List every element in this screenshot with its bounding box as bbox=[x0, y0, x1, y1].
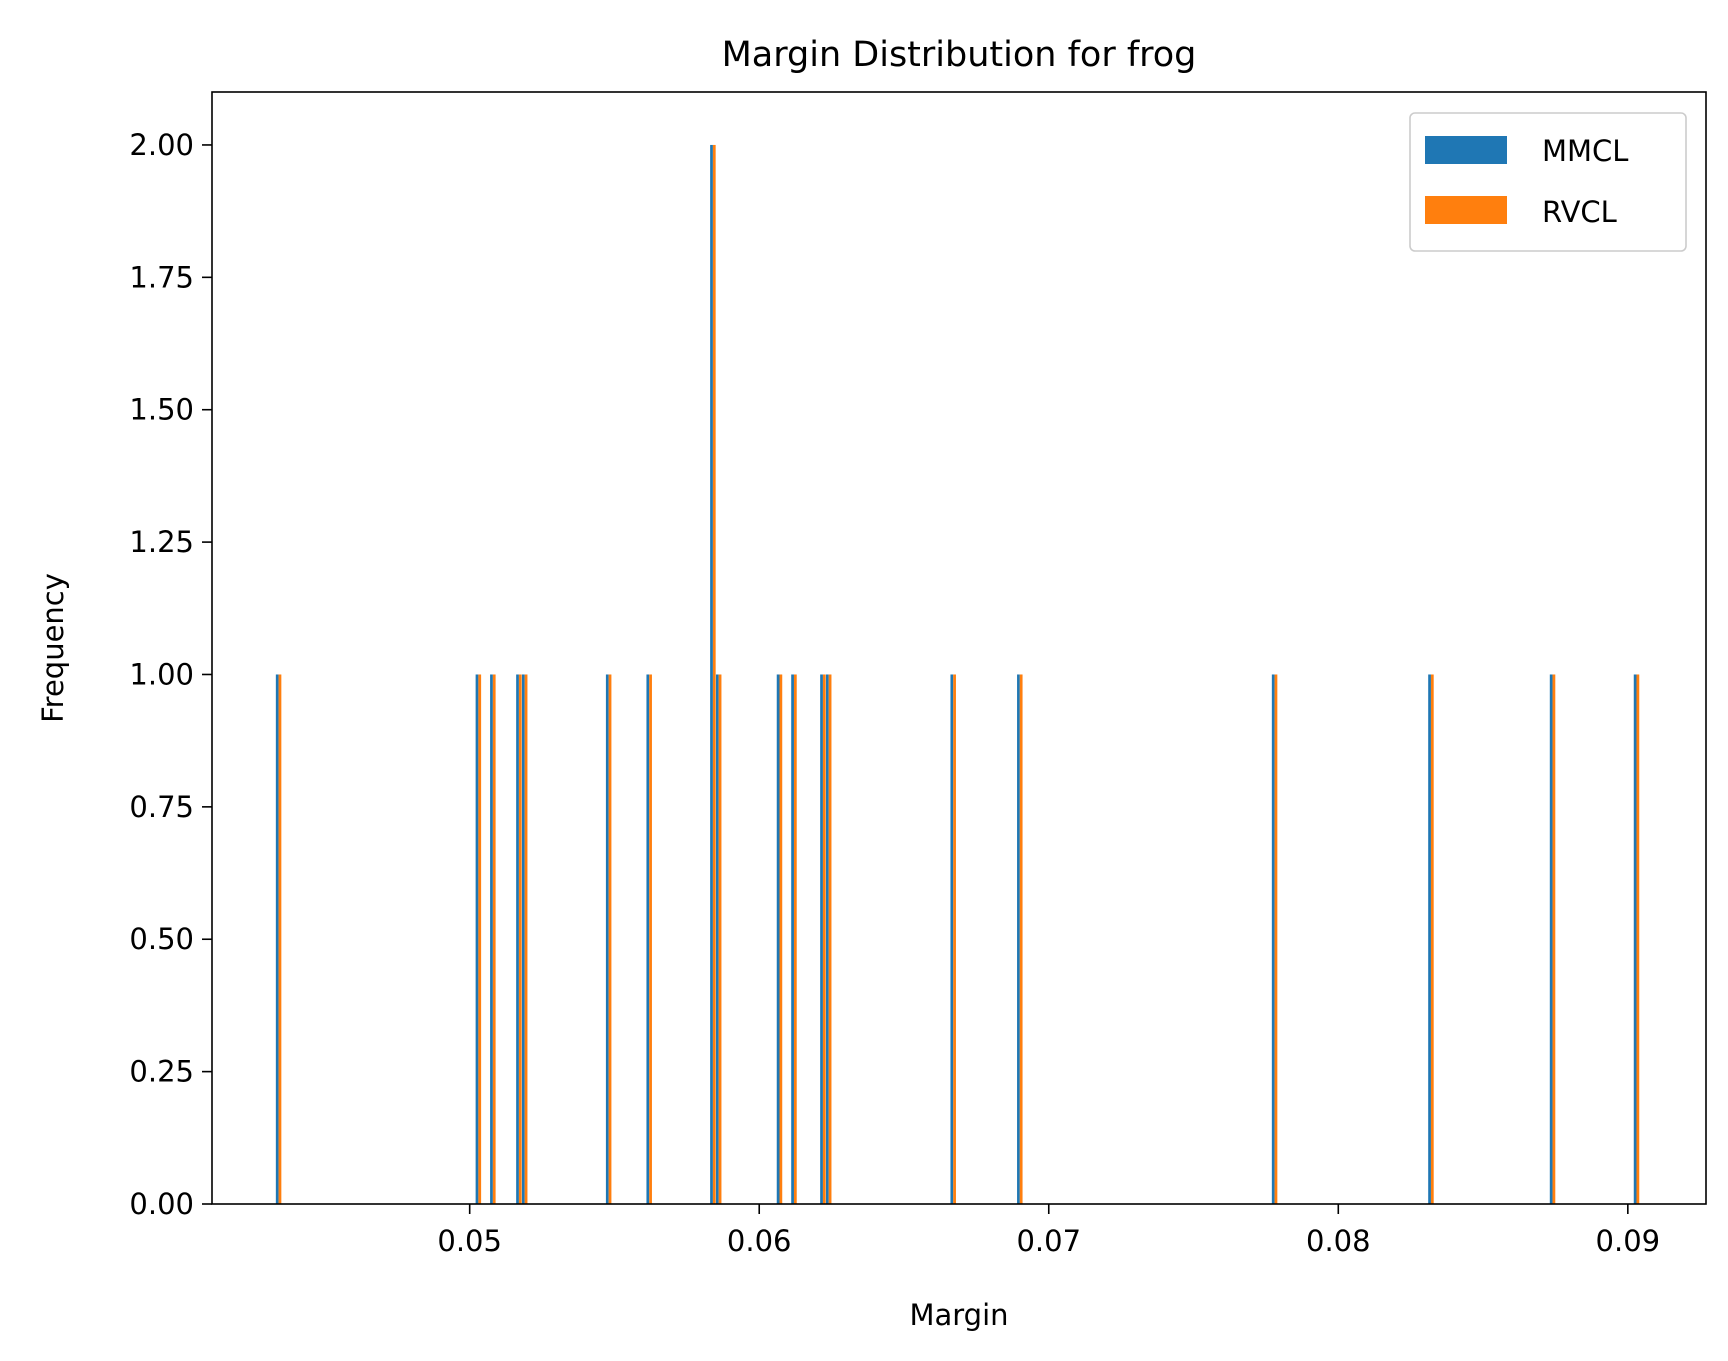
bar-mmcl-3 bbox=[516, 674, 519, 1204]
bar-mmcl-6 bbox=[646, 674, 650, 1204]
y-tick-label: 0.25 bbox=[129, 1055, 194, 1089]
bar-rvcl-12 bbox=[828, 674, 832, 1204]
bar-rvcl-8 bbox=[718, 674, 722, 1204]
legend-swatch-mmcl bbox=[1425, 136, 1507, 164]
bar-rvcl-11 bbox=[822, 674, 826, 1204]
y-tick-label: 0.00 bbox=[129, 1187, 194, 1221]
bar-mmcl-8 bbox=[715, 674, 719, 1204]
bar-mmcl-13 bbox=[950, 674, 954, 1204]
plot-area bbox=[212, 92, 1706, 1204]
y-tick-label: 0.75 bbox=[129, 790, 194, 824]
bar-mmcl-18 bbox=[1633, 674, 1637, 1204]
y-tick-label: 2.00 bbox=[129, 128, 194, 162]
bar-mmcl-9 bbox=[776, 674, 780, 1204]
bar-rvcl-9 bbox=[779, 674, 783, 1204]
bar-rvcl-0 bbox=[278, 674, 282, 1204]
bar-mmcl-17 bbox=[1549, 674, 1553, 1204]
bar-rvcl-15 bbox=[1274, 674, 1278, 1204]
bar-rvcl-1 bbox=[478, 674, 482, 1204]
bar-rvcl-14 bbox=[1019, 674, 1023, 1204]
bar-rvcl-13 bbox=[953, 674, 956, 1204]
legend-label-rvcl: RVCL bbox=[1542, 195, 1617, 229]
bar-rvcl-4 bbox=[524, 674, 528, 1204]
x-axis-label: Margin bbox=[909, 1298, 1008, 1332]
y-axis-label: Frequency bbox=[36, 573, 70, 723]
bar-rvcl-5 bbox=[608, 674, 612, 1204]
y-tick-label: 1.75 bbox=[129, 260, 194, 294]
axes-background bbox=[212, 92, 1706, 1204]
bar-rvcl-16 bbox=[1430, 674, 1434, 1204]
y-tick-label: 1.00 bbox=[129, 657, 194, 691]
bar-mmcl-14 bbox=[1017, 674, 1020, 1204]
y-tick-label: 1.50 bbox=[129, 393, 194, 427]
bar-mmcl-10 bbox=[791, 674, 794, 1204]
bar-mmcl-0 bbox=[275, 674, 279, 1204]
bar-mmcl-15 bbox=[1271, 674, 1275, 1204]
x-tick-label: 0.07 bbox=[1016, 1224, 1081, 1258]
bar-mmcl-2 bbox=[490, 674, 493, 1204]
bar-rvcl-6 bbox=[649, 674, 652, 1204]
legend: MMCL RVCL bbox=[1409, 112, 1687, 252]
y-tick-label: 1.25 bbox=[129, 525, 194, 559]
bars-group bbox=[275, 144, 1640, 1205]
bar-mmcl-12 bbox=[825, 674, 829, 1204]
legend-label-mmcl: MMCL bbox=[1542, 134, 1628, 168]
bar-rvcl-3 bbox=[518, 674, 522, 1204]
x-tick-label: 0.06 bbox=[727, 1224, 792, 1258]
bar-rvcl-10 bbox=[793, 674, 797, 1204]
x-tick-label: 0.08 bbox=[1306, 1224, 1371, 1258]
bar-rvcl-7 bbox=[712, 144, 716, 1205]
bar-rvcl-18 bbox=[1636, 674, 1640, 1204]
bar-mmcl-4 bbox=[521, 674, 525, 1204]
y-axis-ticks: 0.00 0.25 0.50 0.75 1.00 1.25 1.50 1.75 2.00 bbox=[129, 128, 212, 1221]
bar-rvcl-17 bbox=[1552, 674, 1556, 1204]
y-tick-label: 0.50 bbox=[129, 922, 194, 956]
bar-mmcl-16 bbox=[1428, 674, 1431, 1204]
x-tick-label: 0.05 bbox=[437, 1224, 502, 1258]
chart-title: Margin Distribution for frog bbox=[722, 35, 1197, 75]
bar-rvcl-2 bbox=[492, 674, 496, 1204]
x-tick-label: 0.09 bbox=[1596, 1224, 1661, 1258]
legend-swatch-rvcl bbox=[1425, 196, 1507, 224]
bar-mmcl-11 bbox=[820, 674, 823, 1204]
bar-mmcl-7 bbox=[710, 144, 713, 1205]
x-axis-ticks: 0.05 0.06 0.07 0.08 0.09 bbox=[437, 1204, 1660, 1258]
bar-mmcl-1 bbox=[475, 674, 479, 1204]
bar-mmcl-5 bbox=[605, 674, 609, 1204]
axes-frame bbox=[211, 91, 1707, 1205]
